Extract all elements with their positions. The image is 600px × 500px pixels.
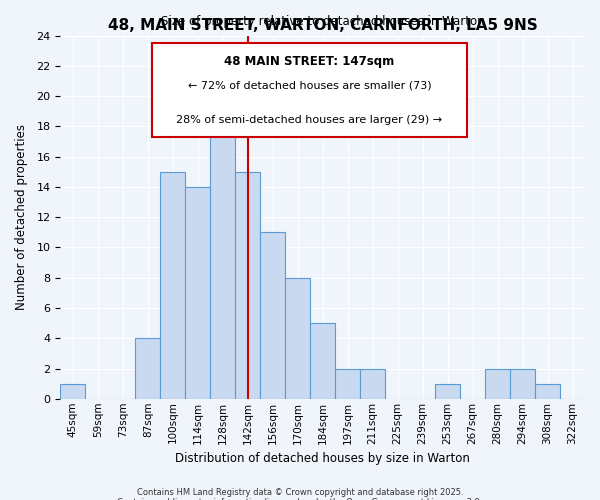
Bar [435, 384, 460, 399]
Bar [185, 187, 210, 399]
Text: Contains HM Land Registry data © Crown copyright and database right 2025.: Contains HM Land Registry data © Crown c… [137, 488, 463, 497]
Text: Size of property relative to detached houses in Warton: Size of property relative to detached ho… [161, 16, 484, 28]
Text: ← 72% of detached houses are smaller (73): ← 72% of detached houses are smaller (73… [188, 80, 431, 90]
Bar [285, 278, 310, 399]
Bar [135, 338, 160, 399]
Bar [260, 232, 285, 399]
Bar [210, 96, 235, 399]
Bar [235, 172, 260, 399]
Y-axis label: Number of detached properties: Number of detached properties [15, 124, 28, 310]
Title: 48, MAIN STREET, WARTON, CARNFORTH, LA5 9NS: 48, MAIN STREET, WARTON, CARNFORTH, LA5 … [108, 18, 538, 33]
Text: 48 MAIN STREET: 147sqm: 48 MAIN STREET: 147sqm [224, 54, 395, 68]
Bar [535, 384, 560, 399]
Bar [335, 368, 360, 399]
Bar [485, 368, 510, 399]
Bar [310, 323, 335, 399]
Bar [61, 384, 85, 399]
X-axis label: Distribution of detached houses by size in Warton: Distribution of detached houses by size … [175, 452, 470, 465]
FancyBboxPatch shape [152, 43, 467, 138]
Text: Contains public sector information licensed under the Open Government Licence v3: Contains public sector information licen… [118, 498, 482, 500]
Bar [510, 368, 535, 399]
Text: 28% of semi-detached houses are larger (29) →: 28% of semi-detached houses are larger (… [176, 116, 443, 126]
Bar [360, 368, 385, 399]
Bar [160, 172, 185, 399]
